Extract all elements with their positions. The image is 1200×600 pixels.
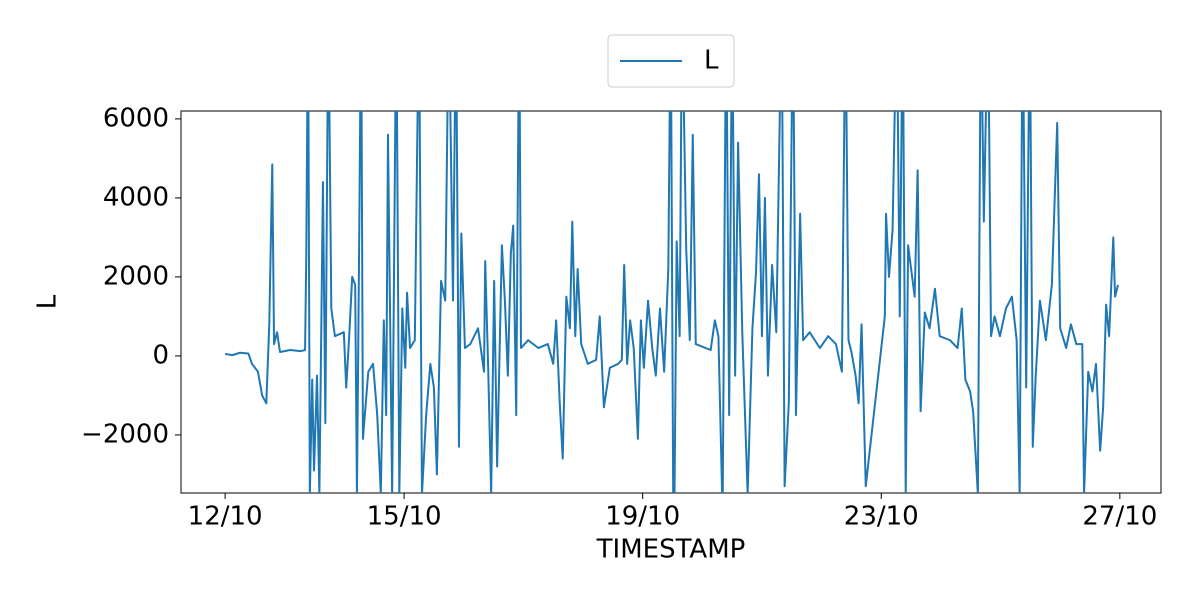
y-tick-label: 6000 (103, 103, 169, 133)
x-tick-label: 15/10 (367, 502, 442, 532)
y-axis-label: L (33, 294, 63, 309)
x-tick-label: 23/10 (844, 502, 919, 532)
legend-label: L (704, 46, 719, 76)
x-tick-label: 27/10 (1082, 502, 1157, 532)
y-tick-label: 0 (152, 340, 169, 370)
y-tick-label: −2000 (81, 419, 169, 449)
x-tick-label: 12/10 (188, 502, 263, 532)
x-axis-label: TIMESTAMP (596, 535, 746, 565)
y-tick-label: 2000 (103, 261, 169, 291)
y-tick-label: 4000 (103, 182, 169, 212)
plot-area (224, 111, 1120, 493)
x-tick-label: 19/10 (605, 502, 680, 532)
data-line (224, 111, 1120, 493)
